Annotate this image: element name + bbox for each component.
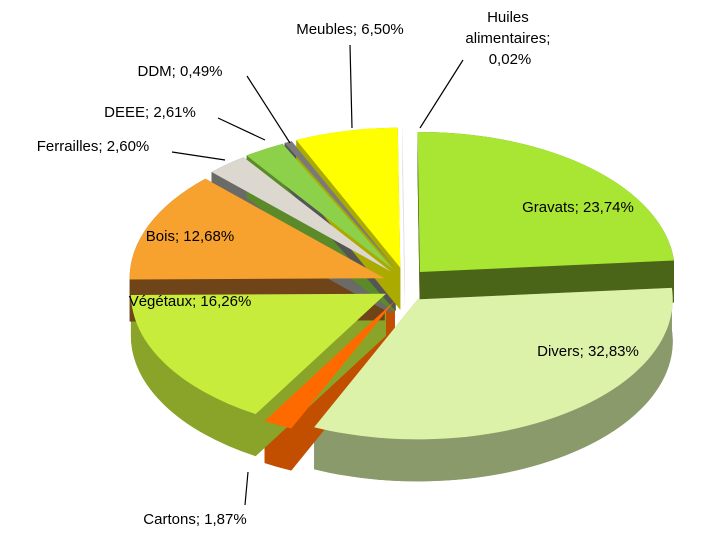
leader-line <box>420 60 463 128</box>
data-label: Bois; 12,68% <box>146 228 234 245</box>
leader-line <box>245 472 248 505</box>
slice-side <box>402 127 405 309</box>
data-label: Huiles alimentaires; 0,02% <box>465 9 554 68</box>
leader-line <box>218 118 265 140</box>
data-label: Meubles; 6,50% <box>296 21 404 38</box>
leader-line <box>350 45 352 128</box>
leader-line <box>172 152 225 160</box>
leader-line <box>247 76 290 143</box>
data-label: Gravats; 23,74% <box>522 199 634 216</box>
data-label: DDM; 0,49% <box>137 63 222 80</box>
data-label: Végétaux; 16,26% <box>129 293 252 310</box>
data-label: Cartons; 1,87% <box>143 511 246 528</box>
data-label: Ferrailles; 2,60% <box>37 138 150 155</box>
data-label: Divers; 32,83% <box>537 343 639 360</box>
data-label: DEEE; 2,61% <box>104 104 196 121</box>
